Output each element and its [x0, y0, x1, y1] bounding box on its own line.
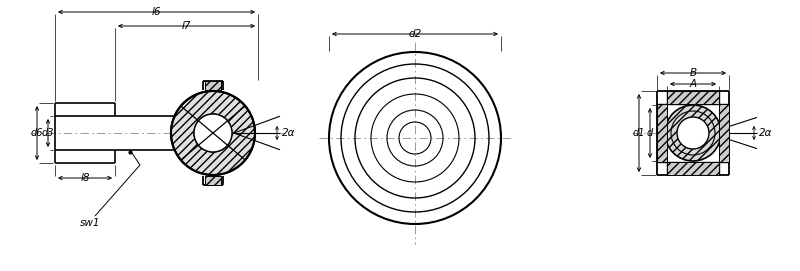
Circle shape: [665, 105, 721, 161]
Bar: [667, 91, 719, 104]
Text: B: B: [690, 68, 697, 78]
Text: d: d: [647, 128, 653, 138]
Circle shape: [677, 117, 709, 149]
Bar: [719, 104, 729, 162]
Circle shape: [171, 91, 255, 175]
Text: l6: l6: [152, 7, 162, 17]
Text: d3: d3: [42, 128, 54, 138]
Bar: [657, 104, 667, 162]
Text: sw1: sw1: [80, 218, 100, 228]
Text: d6: d6: [30, 128, 43, 138]
Bar: [205, 81, 221, 90]
Text: 2α: 2α: [759, 128, 773, 138]
Bar: [205, 176, 221, 185]
Text: 2α: 2α: [282, 128, 295, 138]
Text: d1: d1: [633, 128, 646, 138]
Text: l7: l7: [182, 21, 191, 31]
Text: d2: d2: [408, 29, 422, 39]
Text: l8: l8: [80, 173, 90, 183]
Circle shape: [194, 114, 232, 152]
Bar: [667, 162, 719, 175]
Text: A: A: [690, 79, 697, 89]
